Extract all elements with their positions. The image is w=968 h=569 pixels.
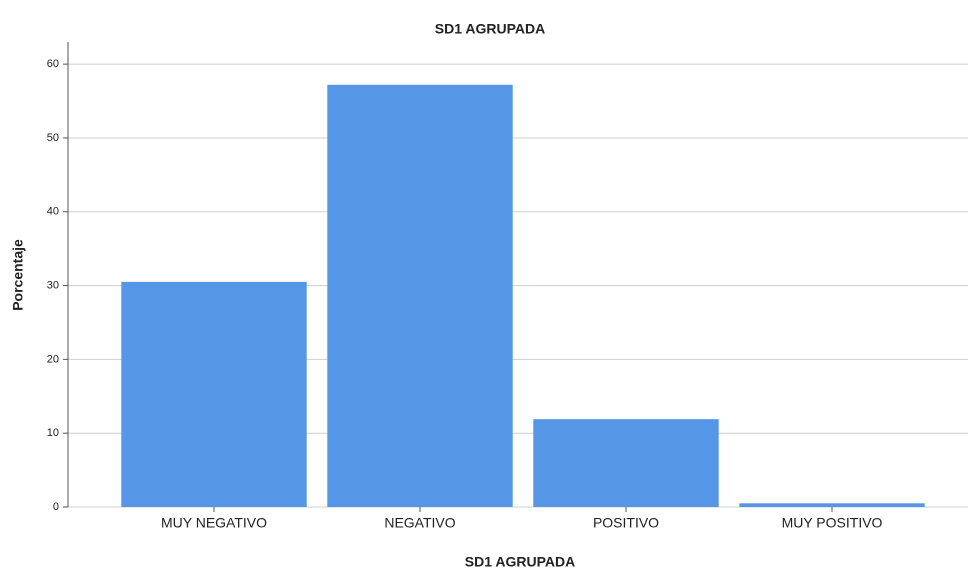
y-tick-label: 50 bbox=[47, 132, 59, 144]
y-tick-label: 10 bbox=[47, 427, 59, 439]
x-tick-label: MUY NEGATIVO bbox=[161, 515, 267, 531]
bar bbox=[121, 281, 307, 507]
bar bbox=[739, 503, 925, 507]
bar bbox=[327, 84, 513, 508]
bar bbox=[533, 419, 719, 507]
y-tick-label: 20 bbox=[47, 353, 59, 365]
x-tick-label: MUY POSITIVO bbox=[782, 515, 883, 531]
y-tick-label: 0 bbox=[53, 501, 59, 513]
x-tick-label: POSITIVO bbox=[593, 515, 659, 531]
x-tick-label: NEGATIVO bbox=[384, 515, 455, 531]
x-axis-title: SD1 AGRUPADA bbox=[465, 554, 575, 569]
y-tick-label: 60 bbox=[47, 58, 59, 70]
y-tick-label: 30 bbox=[47, 279, 59, 291]
y-tick-label: 40 bbox=[47, 206, 59, 218]
chart-title: SD1 AGRUPADA bbox=[435, 21, 545, 37]
y-axis-title: Porcentaje bbox=[10, 239, 26, 311]
